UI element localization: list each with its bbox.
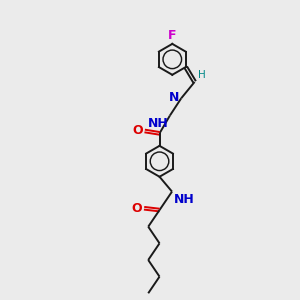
Text: O: O <box>132 124 142 137</box>
Text: F: F <box>168 29 176 42</box>
Text: NH: NH <box>173 193 194 206</box>
Text: H: H <box>198 70 206 80</box>
Text: O: O <box>131 202 142 215</box>
Text: N: N <box>169 91 179 104</box>
Text: NH: NH <box>147 117 168 130</box>
